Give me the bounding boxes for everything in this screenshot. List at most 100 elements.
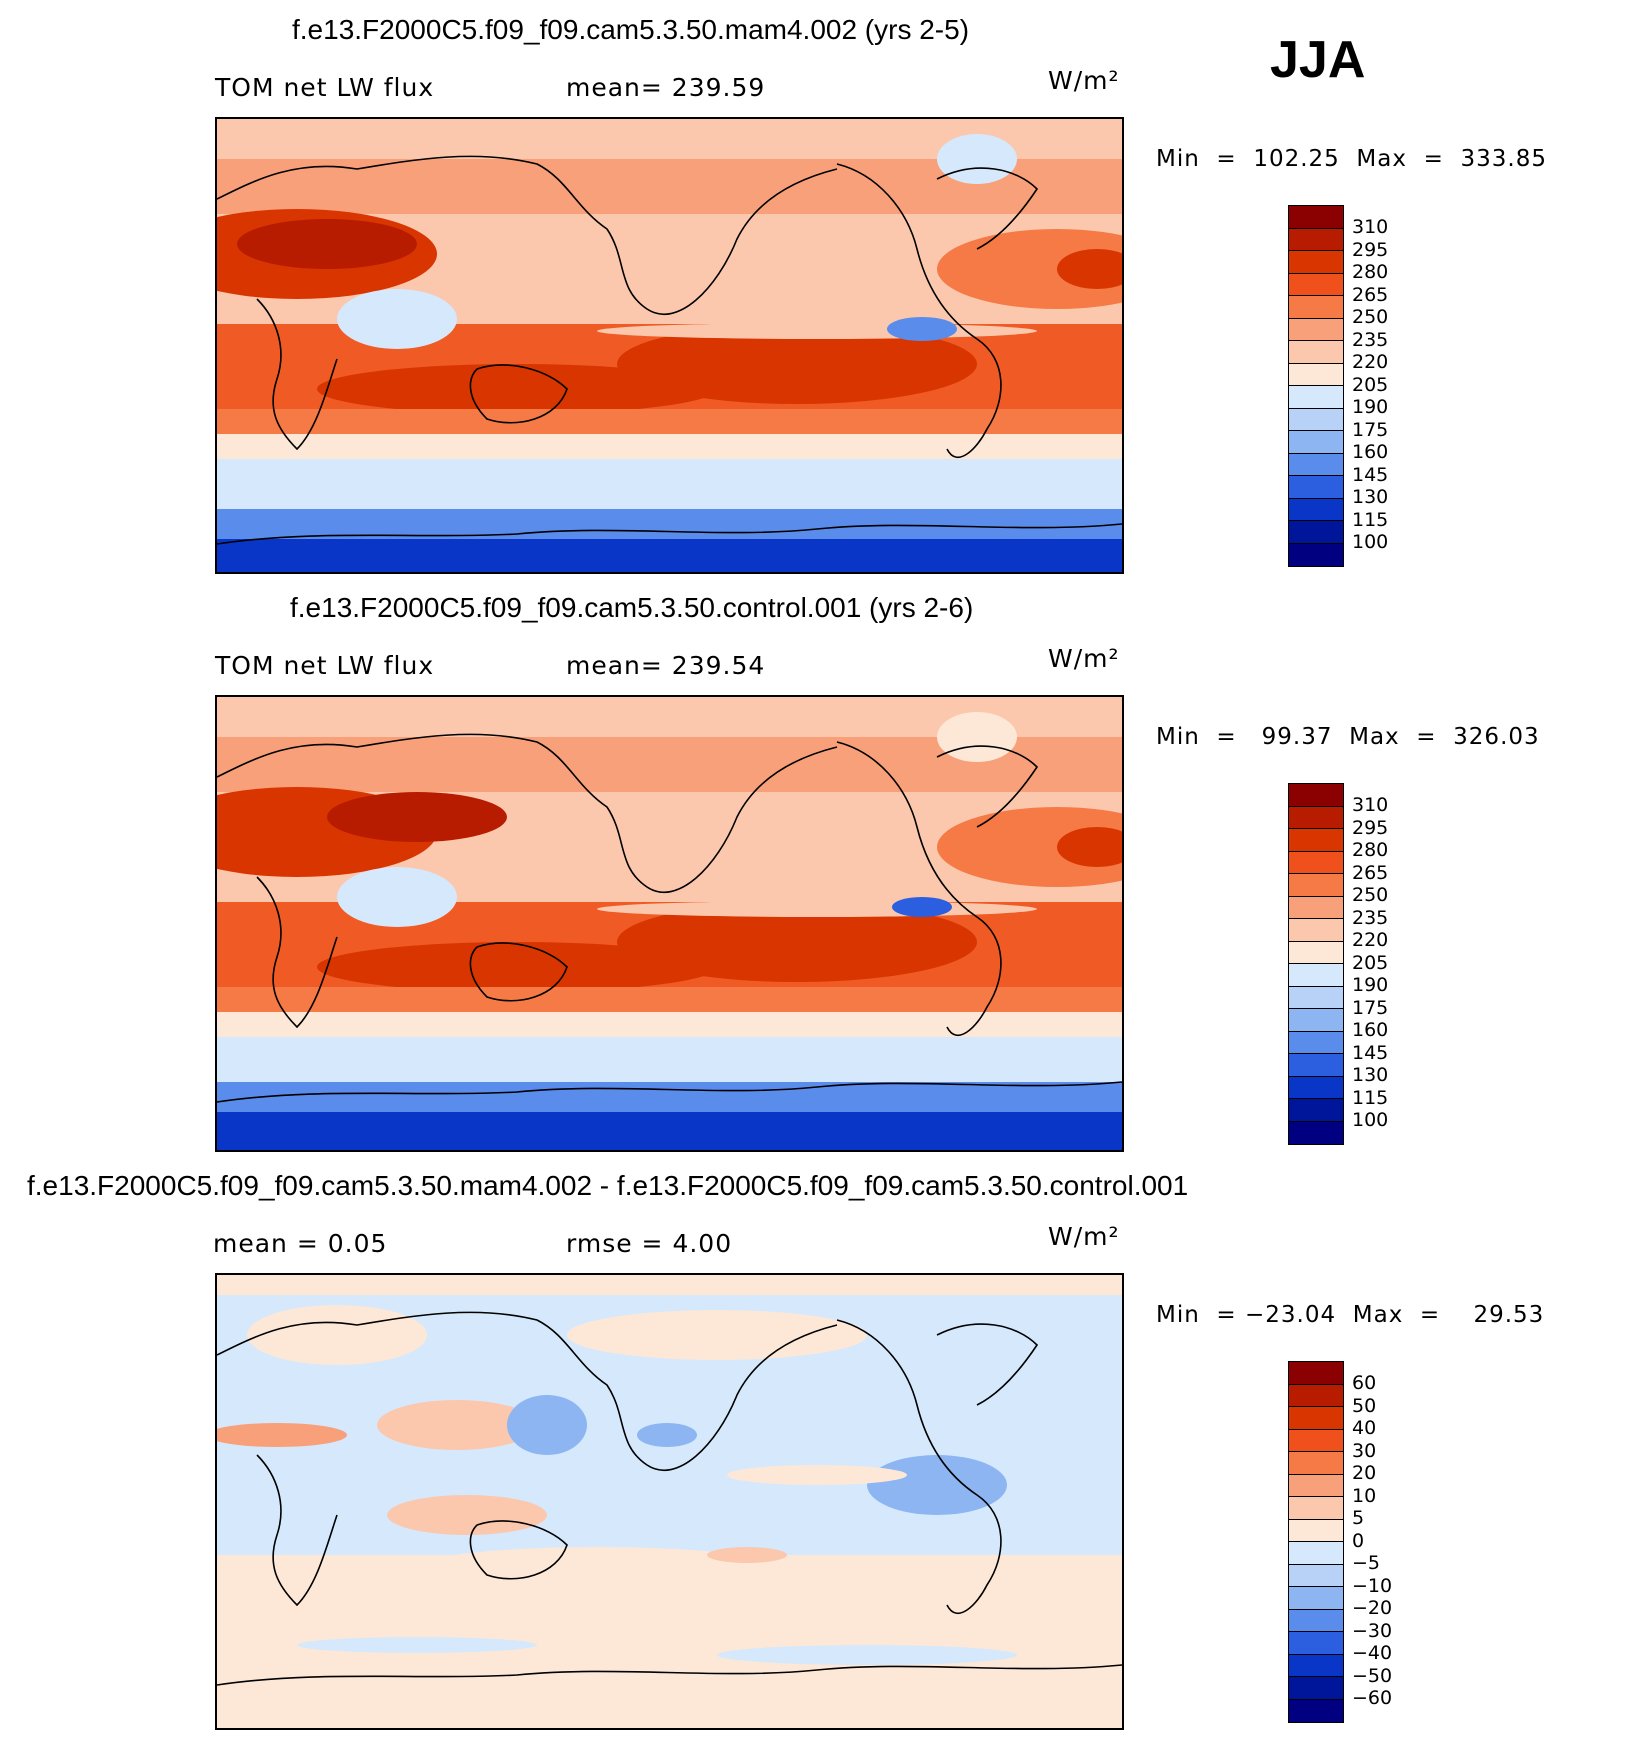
panel-2-mean-label: mean= 239.54 (566, 651, 766, 680)
colorbar-tick-label: 30 (1352, 1439, 1377, 1462)
colorbar-cell (1289, 1031, 1343, 1054)
colorbar-tick-label: 130 (1352, 1064, 1389, 1086)
colorbar-tick-label: 265 (1352, 283, 1389, 306)
colorbar-cell (1289, 273, 1343, 296)
colorbar-tick-label: 60 (1352, 1372, 1377, 1394)
colorbar-tick-label: 310 (1352, 216, 1389, 238)
colorbar-cell (1289, 784, 1343, 807)
colorbar-cell (1289, 1362, 1343, 1385)
colorbar-tick-label: 295 (1352, 238, 1389, 261)
colorbar-tick-label: −20 (1352, 1597, 1393, 1619)
colorbar-cell (1289, 431, 1343, 454)
colorbar-tick-label: −5 (1352, 1552, 1381, 1574)
panel-3-map (215, 1273, 1124, 1730)
panel-1-variable-label: TOM net LW flux (215, 73, 435, 102)
panel-1-contour-map (217, 119, 1122, 572)
colorbar-cell (1289, 896, 1343, 919)
colorbar-cell (1289, 363, 1343, 386)
panel-3-colorbar-ticks: 60 50 40 30 20 10 5 0 −5 −10 −20 −30 −40 −50 −60 (1352, 1372, 1392, 1710)
colorbar-tick-label: 145 (1352, 463, 1389, 486)
colorbar-tick-label: 280 (1352, 261, 1389, 283)
colorbar-tick-label: 250 (1352, 884, 1389, 906)
colorbar-cell (1289, 1452, 1343, 1475)
colorbar-tick-label: 100 (1352, 1109, 1389, 1131)
panel-2-title: f.e13.F2000C5.f09_f09.cam5.3.50.control.… (290, 592, 974, 623)
colorbar-cell (1289, 919, 1343, 942)
panel-1-minmax: Min = 102.25 Max = 333.85 (1156, 146, 1547, 172)
panel-3-minmax: Min = −23.04 Max = 29.53 (1156, 1302, 1545, 1328)
colorbar-cell (1289, 1632, 1343, 1655)
colorbar-cell (1289, 1407, 1343, 1430)
colorbar-cell (1289, 1099, 1343, 1122)
colorbar-tick-label: 0 (1352, 1529, 1365, 1552)
colorbar-tick-label: 220 (1352, 351, 1389, 373)
colorbar-tick-label: −50 (1352, 1664, 1393, 1687)
panel-2-minmax: Min = 99.37 Max = 326.03 (1156, 724, 1540, 750)
panel-2-colorbar (1288, 783, 1344, 1145)
colorbar-tick-label: −60 (1352, 1687, 1393, 1709)
colorbar-cell (1289, 851, 1343, 874)
colorbar-cell (1289, 1121, 1343, 1144)
colorbar-tick-label: 190 (1352, 396, 1389, 418)
panel-1-colorbar-ticks: 310 295 280 265 250 235 220 205 190 175 160 145 130 1… (1352, 216, 1388, 554)
colorbar-tick-label: 175 (1352, 418, 1389, 441)
colorbar-tick-label: 175 (1352, 996, 1389, 1019)
colorbar-tick-label: 190 (1352, 974, 1389, 996)
colorbar-cell (1289, 1474, 1343, 1497)
colorbar-tick-label: 235 (1352, 328, 1389, 351)
colorbar-cell (1289, 498, 1343, 521)
colorbar-tick-label: −40 (1352, 1642, 1393, 1664)
panel-3-mean-label: mean = 0.05 (213, 1229, 388, 1258)
colorbar-cell (1289, 806, 1343, 829)
colorbar-tick-label: 220 (1352, 929, 1389, 951)
colorbar-cell (1289, 453, 1343, 476)
colorbar-tick-label: 100 (1352, 531, 1389, 553)
panel-2-variable-label: TOM net LW flux (215, 651, 435, 680)
colorbar-cell (1289, 1497, 1343, 1520)
panel-2-units: W/m² (1048, 644, 1120, 673)
colorbar-cell (1289, 476, 1343, 499)
colorbar-tick-label: 295 (1352, 816, 1389, 839)
colorbar-cell (1289, 206, 1343, 229)
colorbar-cell (1289, 296, 1343, 319)
colorbar-cell (1289, 1677, 1343, 1700)
panel-1-colorbar (1288, 205, 1344, 567)
colorbar-tick-label: 10 (1352, 1484, 1377, 1507)
colorbar-tick-label: 250 (1352, 306, 1389, 328)
colorbar-cell (1289, 829, 1343, 852)
panel-2-colorbar-ticks: 310 295 280 265 250 235 220 205 190 175 160 145 130 1… (1352, 794, 1388, 1132)
colorbar-tick-label: 5 (1352, 1507, 1365, 1529)
colorbar-cell (1289, 251, 1343, 274)
colorbar-cell (1289, 1384, 1343, 1407)
colorbar-cell (1289, 341, 1343, 364)
colorbar-cell (1289, 1609, 1343, 1632)
panel-3-units: W/m² (1048, 1222, 1120, 1251)
colorbar-cell (1289, 318, 1343, 341)
colorbar-tick-label: 205 (1352, 951, 1389, 974)
colorbar-tick-label: −10 (1352, 1574, 1393, 1597)
colorbar-cell (1289, 964, 1343, 987)
colorbar-cell (1289, 1009, 1343, 1032)
colorbar-tick-label: 20 (1352, 1462, 1377, 1484)
colorbar-cell (1289, 543, 1343, 566)
colorbar-cell (1289, 1542, 1343, 1565)
panel-1-mean-label: mean= 239.59 (566, 73, 766, 102)
colorbar-tick-label: 280 (1352, 839, 1389, 861)
colorbar-cell (1289, 1587, 1343, 1610)
colorbar-cell (1289, 874, 1343, 897)
colorbar-cell (1289, 1519, 1343, 1542)
panel-1-units: W/m² (1048, 66, 1120, 95)
panel-3-title: f.e13.F2000C5.f09_f09.cam5.3.50.mam4.002… (27, 1170, 1189, 1201)
panel-3-rmse-label: rmse = 4.00 (566, 1229, 733, 1258)
colorbar-tick-label: 235 (1352, 906, 1389, 929)
colorbar-tick-label: 145 (1352, 1041, 1389, 1064)
colorbar-tick-label: 40 (1352, 1417, 1377, 1439)
colorbar-tick-label: 115 (1352, 508, 1389, 531)
colorbar-cell (1289, 1654, 1343, 1677)
colorbar-cell (1289, 1054, 1343, 1077)
panel-3-contour-map (217, 1275, 1122, 1728)
colorbar-cell (1289, 1076, 1343, 1099)
panel-3-colorbar (1288, 1361, 1344, 1723)
colorbar-tick-label: 265 (1352, 861, 1389, 884)
colorbar-tick-label: 50 (1352, 1394, 1377, 1417)
